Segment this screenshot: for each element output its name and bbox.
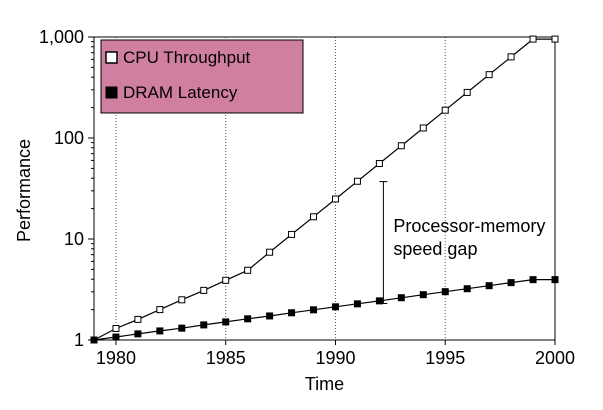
data-point-cpu-throughput — [485, 71, 493, 79]
data-point-dram-latency — [90, 336, 98, 344]
data-point-dram-latency — [112, 333, 120, 341]
data-point-dram-latency — [222, 318, 230, 326]
data-point-dram-latency — [200, 321, 208, 329]
data-point-cpu-throughput — [375, 160, 383, 168]
data-point-dram-latency — [156, 327, 164, 335]
data-point-dram-latency — [244, 315, 252, 323]
data-point-dram-latency — [551, 276, 559, 284]
data-point-cpu-throughput — [112, 324, 120, 332]
legend-label-cpu-throughput: CPU Throughput — [123, 48, 251, 67]
legend-box — [100, 39, 304, 114]
data-point-cpu-throughput — [156, 306, 164, 314]
annotation: Processor-memory speed gap — [379, 181, 545, 304]
data-point-cpu-throughput — [551, 35, 559, 43]
data-point-dram-latency — [419, 291, 427, 299]
y-axis-title: Performance — [14, 139, 34, 242]
data-point-cpu-throughput — [310, 213, 318, 221]
series-line-cpu-throughput — [93, 38, 555, 341]
series-layer — [90, 35, 559, 344]
data-point-cpu-throughput — [353, 177, 361, 185]
data-point-dram-latency — [134, 330, 142, 338]
series-line-dram-latency — [93, 279, 555, 341]
data-point-cpu-throughput — [397, 142, 405, 150]
legend-label-dram-latency: DRAM Latency — [123, 83, 238, 102]
x-tick-label-1985: 1985 — [206, 348, 246, 368]
data-point-dram-latency — [178, 324, 186, 332]
data-point-dram-latency — [485, 282, 493, 290]
legend-marker-dram-latency — [105, 86, 118, 99]
speed-gap-label-line-2: speed gap — [393, 239, 477, 259]
data-point-cpu-throughput — [507, 53, 515, 61]
y-axis-ticks: 1 10 100 1,000 — [39, 27, 94, 350]
y-tick-label-1000: 1,000 — [39, 27, 84, 47]
series-dram-latency — [90, 276, 559, 344]
data-point-cpu-throughput — [331, 195, 339, 203]
legend-marker-cpu-throughput — [105, 51, 118, 64]
y-tick-label-100: 100 — [54, 128, 84, 148]
x-axis-ticks: 1980 1985 1990 1995 2000 — [96, 340, 575, 368]
data-point-dram-latency — [529, 276, 537, 284]
y-tick-label-10: 10 — [64, 229, 84, 249]
data-point-dram-latency — [331, 303, 339, 311]
data-point-dram-latency — [463, 285, 471, 293]
data-point-dram-latency — [288, 309, 296, 317]
data-point-dram-latency — [507, 279, 515, 287]
data-point-dram-latency — [441, 288, 449, 296]
data-point-dram-latency — [310, 306, 318, 314]
plot-area-frame — [93, 36, 556, 341]
x-tick-label-2000: 2000 — [535, 348, 575, 368]
data-point-cpu-throughput — [463, 88, 471, 96]
data-point-dram-latency — [266, 312, 274, 320]
speed-gap-label-line-1: Processor-memory — [393, 216, 545, 236]
y-tick-label-1: 1 — [74, 330, 84, 350]
data-point-cpu-throughput — [200, 286, 208, 294]
x-tick-label-1995: 1995 — [425, 348, 465, 368]
x-tick-label-1980: 1980 — [96, 348, 136, 368]
legend: CPU Throughput DRAM Latency — [100, 39, 304, 114]
data-point-cpu-throughput — [419, 124, 427, 132]
data-point-cpu-throughput — [222, 276, 230, 284]
data-point-cpu-throughput — [288, 230, 296, 238]
data-point-cpu-throughput — [134, 315, 142, 323]
data-point-cpu-throughput — [529, 35, 537, 43]
data-point-cpu-throughput — [266, 248, 274, 256]
data-point-cpu-throughput — [441, 106, 449, 114]
data-point-cpu-throughput — [178, 296, 186, 304]
x-tick-label-1990: 1990 — [315, 348, 355, 368]
data-point-cpu-throughput — [244, 266, 252, 274]
data-point-dram-latency — [353, 300, 361, 308]
x-axis-title: Time — [305, 374, 344, 394]
data-point-dram-latency — [397, 294, 405, 302]
